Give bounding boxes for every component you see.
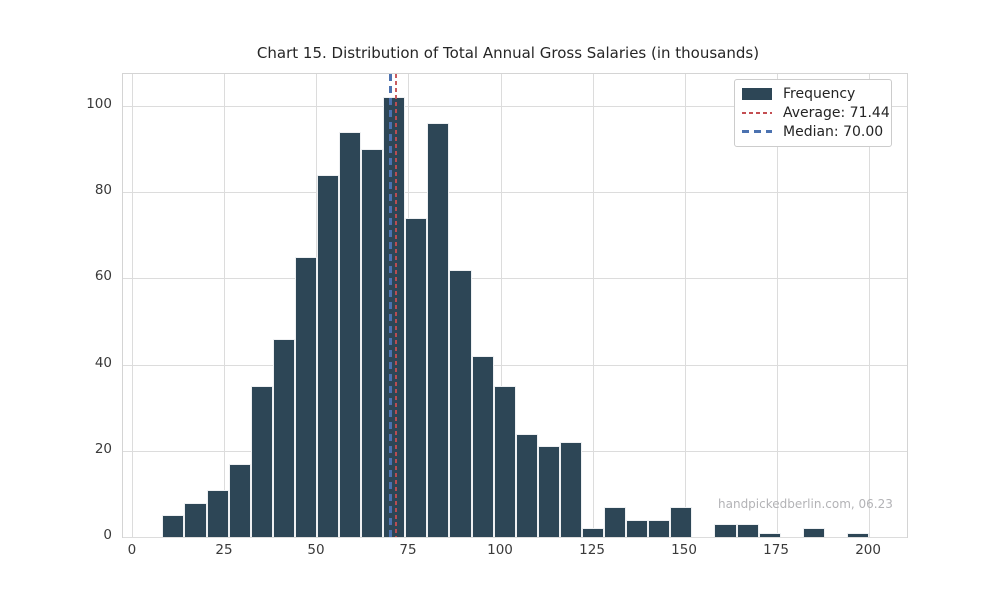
average-dashed-line-icon (742, 112, 772, 114)
legend: Frequency Average: 71.44 Median: 70.00 (734, 79, 892, 147)
histogram-bar (493, 386, 516, 537)
x-tick-label-175: 175 (763, 542, 789, 558)
histogram-bar (339, 131, 362, 537)
y-tick-label-40: 40 (94, 354, 112, 371)
legend-item-average: Average: 71.44 (742, 104, 890, 123)
x-tick-label-0: 0 (127, 542, 137, 558)
average-line (395, 74, 397, 537)
y-tick-label-60: 60 (94, 268, 112, 285)
frequency-swatch-icon (742, 88, 772, 101)
histogram-bar (471, 355, 494, 537)
histogram-bar (250, 386, 273, 537)
histogram-bar (184, 502, 207, 537)
gridline-y-0 (123, 537, 907, 538)
median-line (389, 74, 393, 537)
y-tick-label-20: 20 (94, 440, 112, 457)
histogram-bar (515, 433, 538, 537)
histogram-bar (228, 463, 251, 537)
legend-item-frequency: Frequency (742, 85, 884, 104)
histogram-bar (714, 524, 737, 537)
histogram-bar (736, 524, 759, 537)
histogram-bar (316, 174, 340, 537)
histogram-bar (648, 519, 671, 537)
legend-label-median: Median: 70.00 (783, 123, 884, 140)
y-tick-label-0: 0 (103, 527, 112, 543)
watermark-text: handpickedberlin.com, 06.23 (718, 497, 893, 511)
histogram-bar (206, 489, 229, 537)
x-tick-label-150: 150 (671, 542, 697, 558)
x-tick-label-100: 100 (487, 542, 513, 558)
histogram-bar (449, 269, 472, 537)
gridline-x-100 (500, 74, 502, 537)
histogram-bar (405, 218, 428, 537)
plot-area: handpickedberlin.com, 06.23 Frequency Av… (122, 73, 908, 538)
histogram-bar (626, 519, 649, 537)
x-tick-label-125: 125 (579, 542, 605, 558)
histogram-bar (294, 256, 317, 537)
gridline-x-25 (224, 74, 226, 537)
histogram-bar (537, 446, 560, 537)
y-tick-label-100: 100 (86, 95, 112, 112)
histogram-bar (559, 442, 582, 537)
histogram-bar (162, 515, 185, 537)
histogram-bar (272, 338, 295, 537)
gridline-x-175 (776, 74, 778, 537)
gridline-y-100 (123, 105, 907, 107)
legend-label-average: Average: 71.44 (783, 105, 890, 121)
gridline-x-200 (868, 74, 870, 537)
histogram-bar (383, 97, 406, 537)
y-tick-label-80: 80 (94, 182, 112, 199)
histogram-bar (581, 528, 605, 537)
gridline-y-40 (123, 364, 907, 366)
histogram-bar (670, 506, 693, 537)
x-tick-label-50: 50 (307, 542, 325, 558)
x-tick-label-25: 25 (215, 542, 233, 558)
histogram-bar (758, 532, 781, 537)
chart-title: Chart 15. Distribution of Total Annual G… (256, 44, 760, 62)
gridline-x-125 (592, 74, 594, 537)
gridline-y-60 (123, 278, 907, 280)
histogram-bar (361, 149, 384, 537)
median-dashed-line-icon (742, 130, 772, 134)
gridline-y-80 (123, 192, 907, 194)
histogram-bar (427, 123, 450, 537)
legend-item-median: Median: 70.00 (742, 122, 884, 141)
histogram-bar (802, 528, 825, 537)
histogram-bar (847, 532, 870, 537)
x-tick-label-200: 200 (855, 542, 881, 558)
legend-label-frequency: Frequency (783, 86, 856, 103)
histogram-bar (604, 506, 627, 537)
gridline-x-0 (132, 74, 134, 537)
gridline-x-150 (684, 74, 686, 537)
x-tick-label-75: 75 (399, 542, 417, 558)
